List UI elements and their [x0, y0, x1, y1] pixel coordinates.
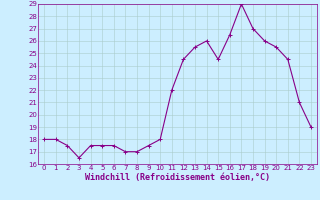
X-axis label: Windchill (Refroidissement éolien,°C): Windchill (Refroidissement éolien,°C) [85, 173, 270, 182]
